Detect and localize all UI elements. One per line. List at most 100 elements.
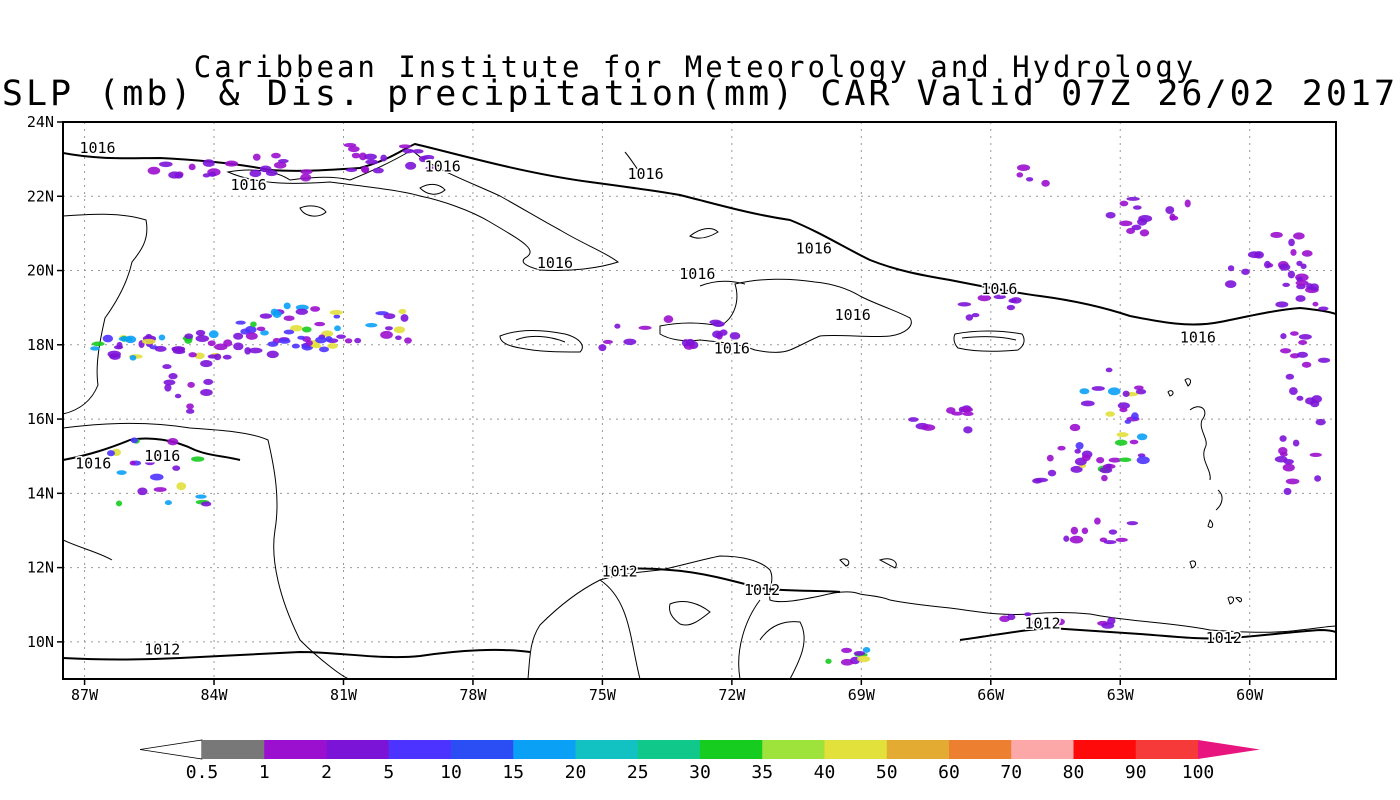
precip-blob (130, 437, 139, 444)
precip-blob (1279, 263, 1291, 271)
colorbar-swatch (1073, 740, 1137, 759)
lon-label: 66W (977, 686, 1005, 704)
isobar-label: 1012 (744, 581, 780, 599)
precip-blob (344, 338, 353, 344)
precip-blob (365, 322, 378, 328)
precip-blob (908, 417, 919, 422)
isobar-label: 1012 (144, 640, 180, 658)
precip-blob (195, 335, 210, 343)
precip-blob (853, 651, 866, 656)
precip-blob (1108, 457, 1122, 463)
precip-blob (921, 424, 936, 431)
colorbar-label: 40 (814, 762, 836, 783)
precip-blob (729, 332, 741, 340)
precip-blob (1115, 537, 1128, 543)
precip-blob (202, 159, 215, 167)
precip-blob (1117, 402, 1130, 409)
precip-blob (252, 153, 261, 161)
lon-label: 81W (330, 686, 358, 704)
isobar-label: 1016 (679, 265, 715, 283)
precip-blob (113, 345, 124, 350)
lon-label: 75W (589, 686, 617, 704)
colorbar-swatch (824, 740, 888, 759)
precip-blob (115, 500, 123, 507)
precip-blob (329, 310, 343, 315)
map-title-product: SLP (mb) & Dis. precipitation(mm) CAR Va… (1, 74, 1399, 114)
colorbar-high-arrow (1198, 740, 1260, 759)
isobar-label: 1016 (425, 158, 461, 176)
precip-blob (398, 308, 407, 315)
precip-blob (418, 155, 429, 163)
precip-blob (137, 487, 148, 496)
precip-blob (1016, 164, 1031, 172)
precip-blob (993, 294, 1006, 300)
precip-blob (327, 342, 338, 349)
precip-blob (1283, 458, 1294, 465)
precip-blob (372, 167, 384, 174)
precip-blob (1132, 205, 1142, 210)
precip-blob (1279, 435, 1287, 442)
precip-blob (1309, 452, 1322, 457)
precip-blob (163, 379, 176, 386)
precip-blob (301, 326, 312, 333)
precip-blob (354, 337, 362, 344)
precip-blob (1119, 407, 1128, 413)
precip-blob (1074, 448, 1081, 454)
precip-blob (965, 314, 974, 321)
precip-blob (1135, 388, 1147, 395)
precip-blob (1263, 260, 1271, 269)
latitude-axis: 10N 12N 14N 16N 18N 20N 22N 24N (27, 113, 63, 651)
precip-blob (259, 165, 272, 173)
precip-blob (1101, 622, 1115, 629)
precip-blob (245, 332, 258, 340)
isobar-label: 1012 (1206, 629, 1242, 647)
precip-blob (383, 313, 396, 320)
precip-blob (1165, 206, 1175, 214)
precip-blob (200, 501, 212, 507)
precip-blob (164, 383, 172, 392)
colorbar-swatch (326, 740, 390, 759)
precip-blob (1289, 331, 1299, 336)
precip-blob (1079, 388, 1090, 395)
precip-blob (188, 163, 196, 171)
precip-blob (244, 347, 251, 355)
precip-blob (176, 482, 187, 491)
precip-blob (129, 460, 136, 466)
precip-blob (259, 313, 273, 319)
precipitation-colorbar: 0.5 1 2 5 10 15 20 25 30 35 40 50 60 70 80 90 100 (139, 739, 1260, 783)
precip-blob (174, 393, 182, 399)
lon-label: 84W (200, 686, 228, 704)
colorbar-label: 10 (440, 762, 462, 783)
graticule (63, 121, 1336, 679)
precip-blob (1010, 297, 1022, 304)
precip-blob (240, 328, 251, 335)
precip-blob (1080, 400, 1095, 407)
precip-blob (1275, 301, 1289, 308)
lat-label: 14N (27, 484, 54, 502)
colorbar-label: 25 (627, 762, 649, 783)
precip-blob (208, 171, 217, 177)
precip-blob (951, 411, 963, 416)
colorbar-label: 20 (565, 762, 587, 783)
precip-blob (300, 169, 313, 175)
precip-blob (1126, 521, 1139, 526)
precip-blob (1280, 333, 1287, 340)
lat-label: 22N (27, 187, 54, 205)
precip-blob (319, 346, 330, 353)
precip-blob (425, 166, 436, 172)
precip-blob (1070, 465, 1083, 473)
precip-blob (365, 159, 379, 165)
precip-blob (1296, 395, 1304, 401)
precip-blob (1293, 232, 1305, 240)
precip-blob (1105, 367, 1113, 373)
precip-blob (1105, 411, 1116, 417)
precip-blob (260, 330, 269, 336)
colorbar-low-arrow (139, 739, 203, 760)
precip-blob (1114, 439, 1128, 446)
precip-blob (1270, 231, 1283, 239)
precip-blob (153, 487, 167, 492)
precip-blob (300, 173, 312, 182)
colorbar-label: 30 (689, 762, 711, 783)
precip-blob (1279, 452, 1288, 457)
precip-blob (345, 168, 358, 173)
